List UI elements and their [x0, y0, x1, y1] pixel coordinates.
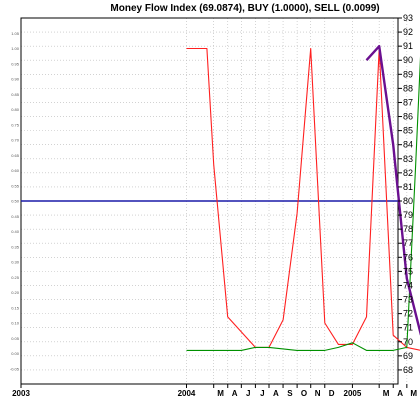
x-tick-label: 2004	[178, 389, 196, 398]
x-tick-label: S	[287, 389, 293, 398]
sell-series-line	[186, 47, 420, 351]
left-tick-label: 0.50	[11, 199, 20, 204]
right-tick-label: 69	[403, 351, 413, 361]
x-tick-label: O	[301, 389, 307, 398]
right-tick-label: 89	[403, 69, 413, 79]
left-tick-label: 0.10	[11, 321, 20, 326]
left-tick-label: 0.35	[11, 244, 20, 249]
right-tick-label: 72	[403, 309, 413, 319]
right-tick-label: 93	[403, 13, 413, 23]
right-tick-label: 75	[403, 266, 413, 276]
x-tick-label: 2005	[344, 389, 362, 398]
left-tick-label: 0.95	[11, 61, 20, 66]
left-tick-label: 0.80	[11, 107, 20, 112]
buy-series-line	[186, 56, 420, 351]
left-tick-label: 0.45	[11, 214, 20, 219]
x-tick-label: J	[246, 389, 250, 398]
left-tick-label: 0.90	[11, 77, 20, 82]
left-axis: 1.05 1.00 0.95 0.90 0.85 0.80 0.75 0.70 0.65 0.60…	[10, 31, 20, 372]
x-tick-label: J	[260, 389, 264, 398]
left-tick-label: 0.25	[11, 275, 20, 280]
left-tick-label: 1.00	[11, 46, 20, 51]
left-tick-label: 0.00	[11, 351, 20, 356]
x-tick-label: M	[410, 389, 417, 398]
x-tick-label: A	[232, 389, 238, 398]
x-tick-label: A	[397, 389, 403, 398]
right-tick-label: 71	[403, 323, 413, 333]
x-axis: 20032004MAJJASOND2005MAMJJASOND2006MAMJ	[12, 384, 417, 398]
right-tick-label: 78	[403, 224, 413, 234]
right-tick-label: 70	[403, 337, 413, 347]
right-tick-label: 90	[403, 55, 413, 65]
right-tick-label: 84	[403, 140, 413, 150]
left-tick-label: 0.70	[11, 138, 20, 143]
left-tick-label: -0.05	[10, 366, 20, 371]
left-tick-label: 1.05	[11, 31, 20, 36]
right-tick-label: 86	[403, 112, 413, 122]
right-tick-label: 82	[403, 168, 413, 178]
x-tick-label: A	[273, 389, 279, 398]
right-tick-label: 81	[403, 182, 413, 192]
left-tick-label: 0.30	[11, 260, 20, 265]
right-tick-label: 88	[403, 83, 413, 93]
left-tick-label: 0.40	[11, 229, 20, 234]
right-tick-label: 76	[403, 252, 413, 262]
left-tick-label: 0.75	[11, 122, 20, 127]
x-tick-label: M	[383, 389, 390, 398]
x-tick-label: D	[329, 389, 335, 398]
right-tick-label: 87	[403, 97, 413, 107]
left-tick-label: 0.85	[11, 92, 20, 97]
left-tick-label: 0.15	[11, 305, 20, 310]
left-tick-label: 0.55	[11, 183, 20, 188]
left-tick-label: 0.65	[11, 153, 20, 158]
left-tick-label: 0.60	[11, 168, 20, 173]
right-tick-label: 85	[403, 126, 413, 136]
left-tick-label: 0.05	[11, 336, 20, 341]
right-tick-label: 91	[403, 41, 413, 51]
x-tick-label: N	[315, 389, 321, 398]
x-tick-label: 2003	[12, 389, 30, 398]
right-tick-label: 74	[403, 280, 413, 290]
right-tick-label: 83	[403, 154, 413, 164]
x-tick-label: M	[217, 389, 224, 398]
right-tick-label: 73	[403, 295, 413, 305]
right-tick-label: 80	[403, 196, 413, 206]
right-axis: 93 92 91 90 89 88 87 86 85 84 83 82 81 80 79 78 77 76 75 74…	[398, 13, 413, 375]
right-tick-label: 77	[403, 238, 413, 248]
chart-title: Money Flow Index (69.0874), BUY (1.0000)…	[110, 3, 379, 14]
series-layer	[186, 45, 420, 351]
right-tick-label: 79	[403, 210, 413, 220]
right-tick-label: 92	[403, 27, 413, 37]
money-flow-index-series-line	[365, 45, 420, 336]
left-tick-label: 0.20	[11, 290, 20, 295]
right-tick-label: 68	[403, 365, 413, 375]
